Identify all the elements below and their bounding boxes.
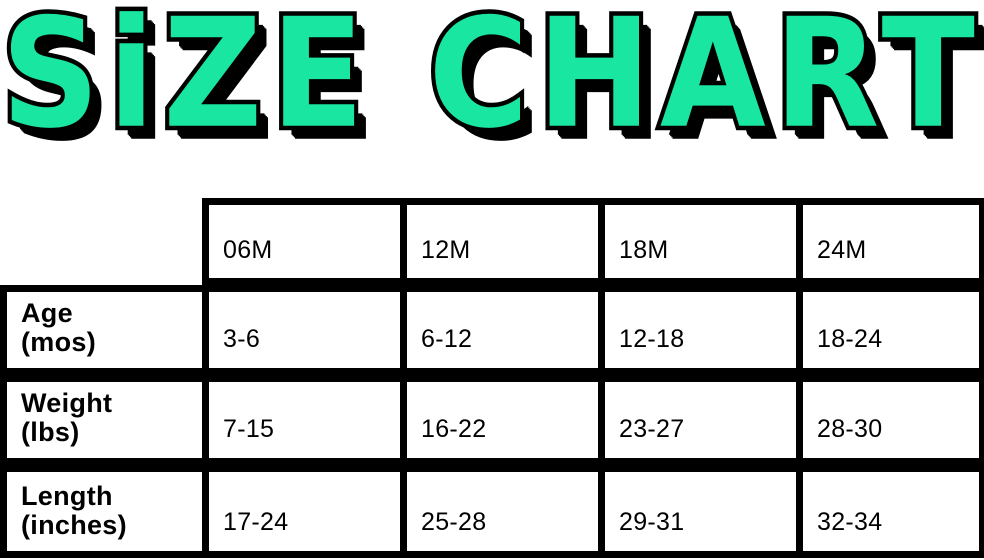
- row-header-length: Length (inches): [0, 465, 202, 558]
- row-header-length-unit: (inches): [21, 509, 127, 540]
- cell-length-12m: 25-28: [400, 465, 598, 558]
- cell-weight-06m: 7-15: [202, 375, 400, 465]
- cell-length-18m: 29-31: [598, 465, 796, 558]
- row-header-age: Age (mos): [0, 285, 202, 375]
- column-header-06m: 06M: [202, 198, 400, 285]
- row-header-weight: Weight (lbs): [0, 375, 202, 465]
- cell-length-06m: 17-24: [202, 465, 400, 558]
- cell-weight-18m: 23-27: [598, 375, 796, 465]
- cell-age-06m: 3-6: [202, 285, 400, 375]
- cell-age-18m: 12-18: [598, 285, 796, 375]
- table-corner-cell: [0, 198, 202, 285]
- table-row-age: Age (mos) 3-6 6-12 12-18 18-24: [0, 285, 984, 375]
- column-header-12m: 12M: [400, 198, 598, 285]
- table-header-row: 06M 12M 18M 24M: [0, 198, 984, 285]
- cell-age-24m: 18-24: [796, 285, 984, 375]
- column-header-18m: 18M: [598, 198, 796, 285]
- column-header-24m: 24M: [796, 198, 984, 285]
- cell-length-24m: 32-34: [796, 465, 984, 558]
- page-title-banner: SiZE CHART: [0, 0, 984, 163]
- cell-age-12m: 6-12: [400, 285, 598, 375]
- cell-weight-24m: 28-30: [796, 375, 984, 465]
- row-header-weight-unit: (lbs): [21, 416, 80, 447]
- size-chart-table: 06M 12M 18M 24M Age (mos) 3-6 6-12 12-18…: [0, 190, 984, 560]
- page-title: SiZE CHART: [0, 0, 984, 163]
- table-row-weight: Weight (lbs) 7-15 16-22 23-27 28-30: [0, 375, 984, 465]
- row-header-age-unit: (mos): [21, 326, 96, 357]
- cell-weight-12m: 16-22: [400, 375, 598, 465]
- row-header-length-name: Length: [21, 480, 113, 511]
- table-row-length: Length (inches) 17-24 25-28 29-31 32-34: [0, 465, 984, 558]
- row-header-weight-name: Weight: [21, 387, 113, 418]
- row-header-age-name: Age: [21, 297, 73, 328]
